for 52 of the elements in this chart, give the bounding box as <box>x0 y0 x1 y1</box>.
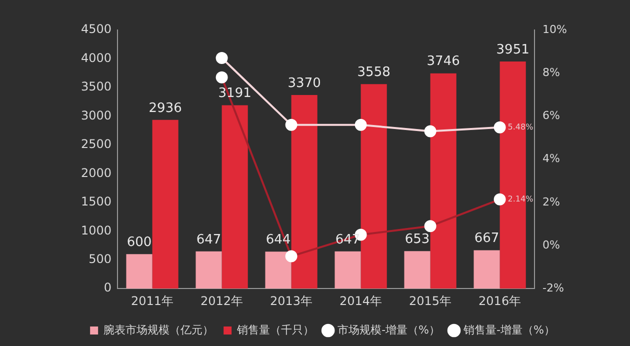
legend-label: 销售量-增量（%） <box>462 323 555 336</box>
y2-tick-label: 4% <box>542 152 560 166</box>
y-tick-label: 3000 <box>80 108 112 122</box>
bar <box>404 251 430 289</box>
data-label: 653 <box>404 232 430 247</box>
data-label: 3558 <box>357 65 390 80</box>
data-label: 600 <box>126 234 152 250</box>
y-tick-label: 500 <box>88 252 112 266</box>
y2-tick-label: 10% <box>542 22 568 36</box>
x-tick-label: 2011年 <box>131 294 174 308</box>
x-tick-label: 2015年 <box>409 294 452 308</box>
y2-tick-label: 2% <box>542 195 560 208</box>
y-tick-label: 2500 <box>80 137 112 152</box>
bar <box>126 254 152 289</box>
y-tick-label: 2000 <box>80 166 112 180</box>
point <box>494 121 506 134</box>
legend-label: 市场规模-增量（%） <box>338 323 440 336</box>
data-label: 3951 <box>496 42 530 58</box>
y2-tick-label: -2% <box>542 281 564 294</box>
y-tick-label: 3500 <box>80 80 112 94</box>
data-label: 2936 <box>148 100 182 116</box>
data-label: 667 <box>474 231 500 246</box>
bar <box>152 120 178 289</box>
point <box>285 118 298 131</box>
bar <box>196 251 222 289</box>
data-label: 3746 <box>426 54 460 70</box>
x-tick-label: 2012年 <box>200 294 244 308</box>
bar <box>474 250 500 289</box>
bar <box>222 105 248 289</box>
legend-label: 销售量（千只） <box>236 323 314 336</box>
y-tick-label: 0 <box>104 280 112 295</box>
x-tick-label: 2014年 <box>340 294 382 308</box>
x-tick-label: 2016年 <box>478 294 522 308</box>
bar <box>265 252 292 289</box>
point <box>216 52 228 64</box>
legend-label: 腕表市场规模（亿元） <box>104 323 214 336</box>
point <box>424 125 436 138</box>
bar <box>291 94 318 289</box>
point <box>354 118 367 131</box>
y2-tick-label: 0% <box>542 238 560 252</box>
bar <box>334 251 361 289</box>
y2-tick-label: 6% <box>542 109 560 122</box>
y-tick-label: 1500 <box>80 194 112 209</box>
y-tick-label: 1000 <box>80 223 112 238</box>
x-tick-label: 2013年 <box>270 294 313 308</box>
bar <box>360 84 387 289</box>
y-tick-label: 4500 <box>80 22 112 36</box>
data-label: 647 <box>196 232 222 248</box>
data-label: 3370 <box>288 76 321 91</box>
y-tick-label: 4000 <box>80 50 112 65</box>
y2-tick-label: 8% <box>542 66 560 79</box>
bar <box>430 73 456 289</box>
